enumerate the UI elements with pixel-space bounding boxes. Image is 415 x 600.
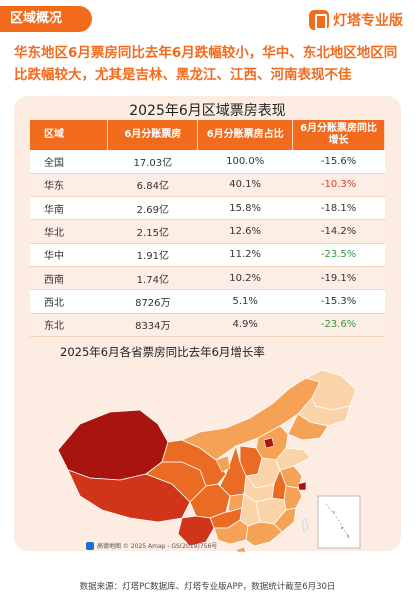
map-title: 2025年6月各省票房同比去年6月增长率 bbox=[60, 345, 265, 359]
headline: 华东地区6月票房同比去年6月跌幅较小，华中、东北地区地区同比跌幅较大，尤其是吉林… bbox=[14, 45, 398, 83]
table-row: 全国 17.03亿 100.0% -15.6% bbox=[30, 150, 385, 174]
cell-region: 西北 bbox=[30, 289, 108, 314]
province-shanghai bbox=[297, 481, 307, 491]
cell-yoy: -19.1% bbox=[292, 266, 385, 291]
cell-share: 5.1% bbox=[197, 289, 293, 314]
cell-share: 4.9% bbox=[197, 313, 293, 337]
province-ningxia bbox=[215, 455, 231, 473]
table-row: 西北 8726万 5.1% -15.3% bbox=[30, 289, 385, 314]
cell-share: 40.1% bbox=[197, 173, 293, 198]
table-title: 2025年6月区域票房表现 bbox=[129, 103, 286, 119]
cell-share: 12.6% bbox=[197, 219, 293, 244]
column-header-yoy: 6月分账票房同比增长 bbox=[292, 120, 385, 150]
cell-box-office: 8334万 bbox=[107, 313, 198, 337]
table-row: 华南 2.69亿 15.8% -18.1% bbox=[30, 196, 385, 221]
region-table: 区域 6月分账票房 6月分账票房占比 6月分账票房同比增长 全国 17.03亿 10… bbox=[30, 120, 385, 337]
cell-share: 11.2% bbox=[197, 243, 293, 267]
cell-box-office: 1.91亿 bbox=[107, 243, 198, 267]
province-guangdong bbox=[245, 521, 283, 547]
cell-yoy: -10.3% bbox=[292, 173, 385, 198]
south-china-sea-inset bbox=[317, 495, 361, 549]
column-header-region: 区域 bbox=[30, 120, 109, 150]
cell-box-office: 2.69亿 bbox=[107, 196, 198, 221]
cell-region: 华南 bbox=[30, 196, 108, 221]
cell-region: 全国 bbox=[30, 150, 108, 174]
province-hainan bbox=[235, 546, 247, 553]
table-row: 西南 1.74亿 10.2% -19.1% bbox=[30, 266, 385, 291]
cell-region: 华中 bbox=[30, 243, 108, 267]
province-taiwan bbox=[301, 517, 309, 533]
china-map bbox=[50, 362, 370, 553]
table-row: 华东 6.84亿 40.1% -10.3% bbox=[30, 173, 385, 198]
table-row: 华中 1.91亿 11.2% -23.5% bbox=[30, 243, 385, 267]
cell-region: 西南 bbox=[30, 266, 108, 291]
lighthouse-logo-icon bbox=[309, 10, 329, 30]
table-header-row: 区域 6月分账票房 6月分账票房占比 6月分账票房同比增长 bbox=[30, 120, 385, 150]
cell-box-office: 6.84亿 bbox=[107, 173, 198, 198]
brand-name: 灯塔专业版 bbox=[333, 13, 403, 29]
cell-yoy: -15.6% bbox=[292, 150, 385, 174]
cell-yoy: -15.3% bbox=[292, 289, 385, 314]
cell-box-office: 8726万 bbox=[107, 289, 198, 314]
table-row: 华北 2.15亿 12.6% -14.2% bbox=[30, 219, 385, 244]
table-row: 东北 8334万 4.9% -23.6% bbox=[30, 313, 385, 337]
cell-share: 10.2% bbox=[197, 266, 293, 291]
column-header-box-office: 6月分账票房 bbox=[107, 120, 199, 150]
footer-source: 数据来源：灯塔PC数据库、灯塔专业版APP，数据统计截至6月30日 bbox=[79, 582, 336, 592]
province-tibet bbox=[67, 469, 191, 523]
cell-box-office: 17.03亿 bbox=[107, 150, 198, 174]
cell-yoy: -14.2% bbox=[292, 219, 385, 244]
brand: 灯塔专业版 bbox=[309, 8, 403, 32]
cell-share: 100.0% bbox=[197, 150, 293, 174]
column-header-share: 6月分账票房占比 bbox=[197, 120, 294, 150]
map-credit-text: 高德地图 © 2025 Amap - GS(2019)756号 bbox=[97, 543, 218, 550]
cell-box-office: 1.74亿 bbox=[107, 266, 198, 291]
cell-yoy: -23.5% bbox=[292, 243, 385, 267]
table-body: 全国 17.03亿 100.0% -15.6% 华东 6.84亿 40.1% -10.3% 华南… bbox=[30, 150, 385, 337]
cell-share: 15.8% bbox=[197, 196, 293, 221]
cell-box-office: 2.15亿 bbox=[107, 219, 198, 244]
cell-region: 东北 bbox=[30, 313, 108, 337]
cell-yoy: -18.1% bbox=[292, 196, 385, 221]
section-tag: 区域概况 bbox=[0, 6, 92, 32]
province-beijing bbox=[263, 437, 275, 449]
cell-yoy: -23.6% bbox=[292, 313, 385, 337]
cell-region: 华北 bbox=[30, 219, 108, 244]
cell-region: 华东 bbox=[30, 173, 108, 198]
province-yunnan bbox=[177, 515, 215, 547]
map-credit: 高德地图 © 2025 Amap - GS(2019)756号 bbox=[86, 541, 217, 550]
amap-logo-icon bbox=[86, 541, 94, 550]
